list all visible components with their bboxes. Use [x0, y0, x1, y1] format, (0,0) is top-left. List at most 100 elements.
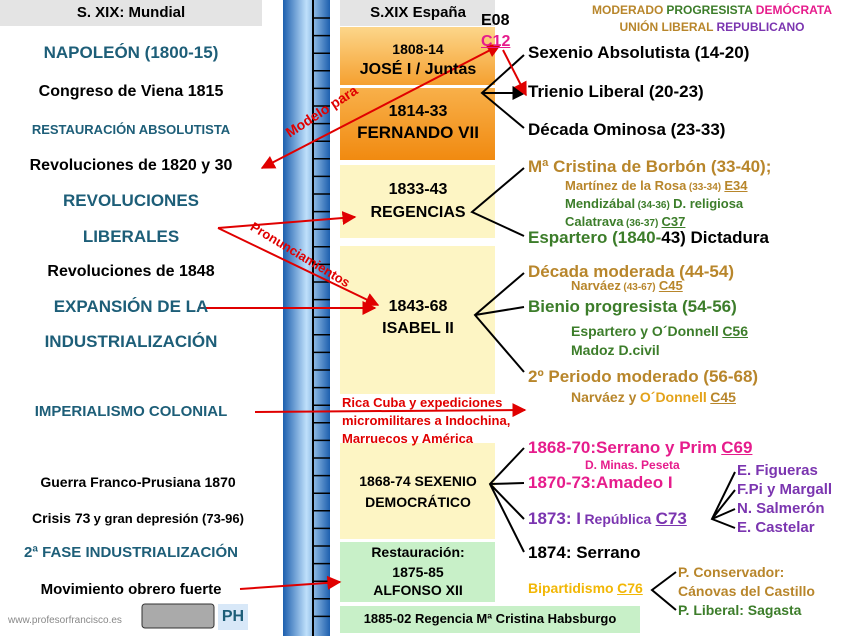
president-text: F.Pi y Margall	[737, 481, 833, 498]
party-text: Cánovas del Castillo	[678, 583, 815, 599]
ph-badge	[218, 604, 248, 630]
period-label-text: DEMOCRÁTICO	[365, 494, 471, 510]
world-item: Crisis 73 y gran depresión (73-96)	[32, 511, 244, 527]
period-label: 1808-14	[392, 42, 443, 58]
event-text: 1868-70:Serrano y Prim	[528, 438, 717, 457]
period-note: Rica Cuba y expediciones	[342, 395, 502, 411]
sub-event-text: D. religiosa	[673, 196, 744, 211]
period-label: FERNANDO VII	[357, 124, 479, 142]
code-text: E08	[481, 12, 510, 29]
period-label-text: ALFONSO XII	[373, 582, 463, 598]
world-item: Revoluciones de 1820 y 30	[30, 158, 233, 174]
event: Espartero (1840-43) Dictadura	[528, 229, 769, 247]
event-text: Mª Cristina de Borbón (33-40);	[528, 157, 772, 176]
period-box	[340, 246, 495, 394]
header: S.XIX España	[370, 5, 466, 21]
header-text: S. XIX: Mundial	[76, 4, 186, 21]
sub-event: Calatrava (36-37) C37	[565, 214, 685, 230]
legend-text: UNIÓN LIBERAL	[619, 20, 714, 34]
president: E. Figueras	[737, 463, 818, 479]
sub-event: Martínez de la Rosa (33-34) E34	[565, 178, 748, 194]
sub-event-text: D. Minas. Peseta	[585, 458, 680, 472]
world-item: Movimiento obrero fuerte	[41, 582, 222, 598]
party: P. Liberal: Sagasta	[678, 603, 801, 619]
sub-event: D. Minas. Peseta	[585, 457, 680, 473]
event: Trienio Liberal (20-23)	[528, 83, 704, 101]
sub-event-text: Espartero y O´Donnell	[571, 323, 719, 339]
header-box	[0, 0, 262, 26]
world-item-text: Revoluciones de 1820 y 30	[29, 157, 233, 174]
period-label-text: 1814-33	[388, 103, 448, 120]
period-label: 1868-74 SEXENIO	[359, 474, 477, 490]
sub-event-text: Narváez	[571, 278, 621, 293]
event: Bipartidismo C76	[528, 581, 643, 597]
sub-event: Narváez y O´Donnell C45	[571, 390, 736, 406]
period-label: REGENCIAS	[370, 205, 465, 221]
sub-event-text: E34	[724, 178, 748, 193]
world-item: RESTAURACIÓN ABSOLUTISTA	[32, 122, 230, 138]
world-item: NAPOLEÓN (1800-15)	[44, 44, 219, 62]
president-text: N. Salmerón	[737, 500, 825, 517]
event-text: C69	[721, 438, 753, 457]
president-text: E. Castelar	[737, 519, 815, 536]
event: 1868-70:Serrano y Prim C69	[528, 439, 752, 457]
sub-event: Espartero y O´Donnell C56	[571, 324, 748, 340]
code-text: C12	[481, 33, 511, 50]
brackets	[470, 54, 736, 611]
world-item-text: NAPOLEÓN (1800-15)	[43, 43, 219, 62]
world-item: Congreso de Viena 1815	[39, 84, 224, 100]
president: F.Pi y Margall	[737, 482, 832, 498]
period-note-text: micromilitares a Indochina,	[342, 413, 511, 428]
period-label-text: JOSÉ I / Juntas	[359, 61, 477, 78]
world-item: EXPANSIÓN DE LA	[54, 298, 209, 316]
event: 2º Periodo moderado (56-68)	[528, 368, 758, 386]
period-note-text: Rica Cuba y expediciones	[342, 395, 503, 410]
period-label: 1814-33	[389, 104, 448, 120]
world-item: IMPERIALISMO COLONIAL	[35, 404, 228, 420]
period-label-text: Restauración:	[371, 544, 465, 560]
world-item-text: 2ª FASE INDUSTRIALIZACIÓN	[24, 544, 238, 561]
event-text: Bipartidismo	[528, 580, 614, 596]
period-label-text: 1833-43	[388, 181, 448, 198]
period-note: micromilitares a Indochina,	[342, 413, 510, 429]
event-text: Trienio Liberal (20-23)	[528, 82, 704, 101]
period-label-text: 1875-85	[392, 564, 444, 580]
party-text: P. Conservador:	[678, 564, 785, 580]
event-text: 1873: I	[528, 509, 581, 528]
sub-event-text: C56	[722, 323, 748, 339]
sub-event-text: C45	[710, 389, 736, 405]
code: E08	[481, 13, 509, 29]
period-box	[340, 443, 495, 539]
period-note-text: Marruecos y América	[342, 431, 474, 446]
event: Mª Cristina de Borbón (33-40);	[528, 158, 771, 176]
event-text: Espartero (1840-	[528, 228, 662, 247]
legend-text: PROGRESISTA	[666, 3, 753, 17]
footer-badge: PH	[222, 609, 244, 625]
period-note: Marruecos y América	[342, 431, 473, 447]
header-text: S.XIX España	[370, 4, 466, 21]
event-text: 1874: Serrano	[528, 543, 641, 562]
period-box	[340, 165, 495, 238]
event-text: 43) Dictadura	[661, 228, 769, 247]
sub-event-text: (33-34)	[688, 182, 722, 193]
period-label-text: FERNANDO VII	[357, 123, 479, 142]
footer-site-text: www.profesorfrancisco.es	[8, 615, 122, 626]
president: E. Castelar	[737, 520, 815, 536]
world-item-text: Crisis 73	[32, 510, 91, 526]
period-box	[340, 542, 495, 602]
event-text: Bienio progresista (54-56)	[528, 297, 737, 316]
period-label-text: 1808-14	[392, 41, 444, 57]
sub-event-text: (43-67)	[623, 282, 656, 293]
header-box	[340, 0, 495, 26]
world-item-text: Revoluciones de 1848	[47, 263, 215, 280]
period-label-text: 1885-02 Regencia Mª Cristina Habsburgo	[363, 611, 617, 626]
event: Década Ominosa (23-33)	[528, 121, 725, 139]
period-label: 1843-68	[389, 299, 448, 315]
world-item-text: Movimiento obrero fuerte	[40, 581, 222, 598]
event-text: Década Ominosa (23-33)	[528, 120, 726, 139]
period-box	[340, 606, 640, 633]
period-label-text: 1843-68	[388, 298, 448, 315]
world-item-text: EXPANSIÓN DE LA	[53, 297, 209, 316]
